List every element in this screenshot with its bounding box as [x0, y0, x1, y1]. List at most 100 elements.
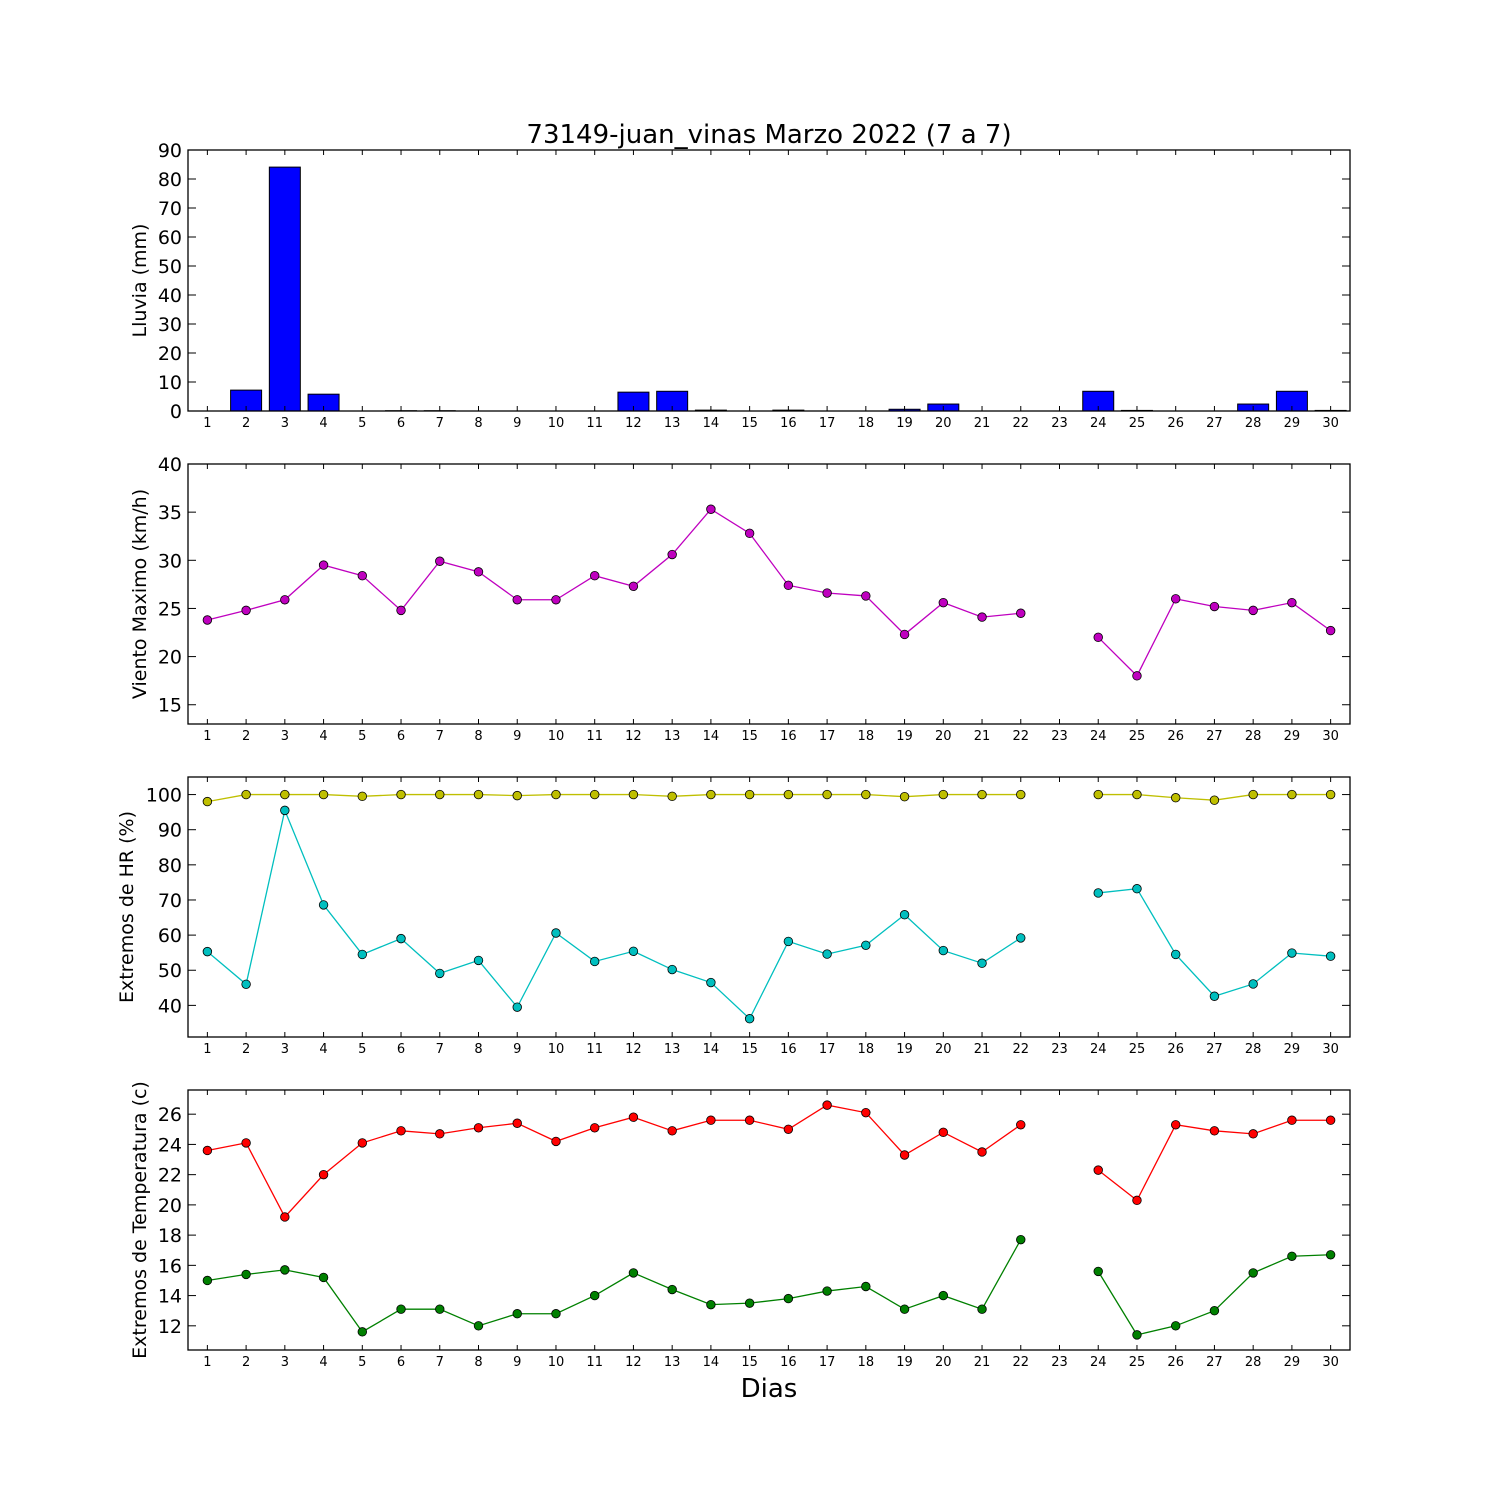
- rain-bar: [268, 166, 301, 412]
- series-2-line: [207, 1239, 1331, 1336]
- x-tick-label: 25: [1129, 1042, 1146, 1057]
- panel-1: Lluvia (mm)1 2 3 4 5 6 7 8 9 10 11 12 13 14 15 16 17 18 19…: [129, 140, 1351, 431]
- series-1-point: [590, 1123, 600, 1133]
- series-2-point: [1132, 884, 1142, 894]
- x-tick-label: 21: [974, 729, 991, 744]
- y-tick-label: 35: [158, 502, 182, 524]
- x-tick-label: 22: [1012, 416, 1029, 431]
- x-tick-label: 19: [896, 416, 913, 431]
- series-2-point: [706, 977, 716, 988]
- x-tick-label: 1: [203, 416, 211, 431]
- x-tick-label: 27: [1206, 1042, 1223, 1057]
- x-tick-label: 7: [436, 1355, 444, 1370]
- x-tick-label: 23: [1051, 1042, 1068, 1057]
- x-tick-label: 11: [586, 729, 603, 744]
- y-tick-label: 10: [158, 372, 182, 394]
- x-tick-label: 6: [397, 1355, 405, 1370]
- y-tick-label: 90: [158, 140, 182, 162]
- x-tick-label: 20: [935, 416, 952, 431]
- x-tick-label: 10: [548, 1042, 565, 1057]
- series-2-point: [822, 949, 832, 959]
- x-tick-label: 29: [1284, 1355, 1301, 1370]
- x-tick-label: 23: [1051, 1355, 1068, 1370]
- y-tick-label: 40: [158, 454, 182, 476]
- series-1-point: [202, 796, 213, 807]
- series-1-point: [1170, 1120, 1181, 1130]
- series-1-point: [938, 789, 949, 800]
- series-1-point: [435, 1129, 445, 1139]
- y-tick-label: 12: [158, 1316, 182, 1338]
- y-tick-label: 16: [158, 1255, 182, 1277]
- x-tick-label: 24: [1090, 1042, 1107, 1057]
- series-1-point: [899, 1150, 910, 1160]
- series-1-point: [977, 1147, 987, 1157]
- x-tick-label: 2: [242, 416, 250, 431]
- series-1-point: [706, 1115, 716, 1125]
- series-1-point: [1287, 1115, 1297, 1125]
- y-tick-label: 50: [158, 256, 182, 278]
- x-tick-label: 27: [1206, 416, 1223, 431]
- x-tick-label: 3: [281, 416, 289, 431]
- y-tick-label: 50: [158, 960, 182, 982]
- series-1-line: [207, 1104, 1331, 1219]
- x-tick-label: 7: [436, 729, 444, 744]
- series-2-point: [396, 933, 406, 944]
- series-1-point: [783, 789, 794, 800]
- series-2-point: [861, 1281, 871, 1292]
- series-2-point: [744, 1298, 755, 1308]
- series-2-point: [241, 979, 251, 990]
- x-tick-label: 13: [664, 1042, 681, 1057]
- x-tick-label: 9: [513, 416, 521, 431]
- series-1-point: [1132, 789, 1142, 800]
- series-1-point: [357, 791, 368, 802]
- series-2-point: [1170, 1321, 1181, 1331]
- series-1-point: [1170, 594, 1181, 604]
- x-tick-label: 16: [780, 729, 797, 744]
- series-2-point: [473, 955, 484, 966]
- series-1-point: [667, 791, 677, 802]
- x-tick-label: 5: [358, 1355, 366, 1370]
- x-tick-label: 14: [703, 1355, 720, 1370]
- x-tick-label: 17: [819, 416, 836, 431]
- x-tick-label: 3: [281, 1042, 289, 1057]
- x-tick-label: 5: [358, 416, 366, 431]
- series-2-point: [1248, 1268, 1258, 1278]
- series-1-point: [706, 789, 716, 800]
- series-1-point: [280, 1212, 290, 1222]
- series-2-point: [318, 900, 329, 910]
- series-1-point: [318, 789, 329, 800]
- y-tick-label: 40: [158, 285, 182, 307]
- series-2-point: [783, 1293, 794, 1304]
- x-tick-label: 6: [397, 729, 405, 744]
- series-1-point: [396, 789, 406, 800]
- series-2-point: [1093, 888, 1103, 898]
- series-2-point: [318, 1272, 329, 1283]
- chart-title: 73149-juan_vinas Marzo 2022 (7 a 7): [526, 120, 1011, 150]
- x-tick-label: 30: [1322, 1355, 1339, 1370]
- series-1-point: [241, 789, 251, 800]
- series-2-point: [396, 1304, 406, 1314]
- x-tick-label: 17: [819, 729, 836, 744]
- x-tick-label: 16: [780, 1355, 797, 1370]
- series-2-point: [202, 1275, 213, 1286]
- series-1-point: [783, 580, 794, 591]
- x-tick-label: 27: [1206, 729, 1223, 744]
- x-tick-label: 26: [1167, 729, 1184, 744]
- x-tick-label: 29: [1284, 729, 1301, 744]
- panel-4: Extremos de Temperatura (c)1 2 3 4 5 6 7 8 9 10 11…: [129, 1081, 1351, 1370]
- x-tick-label: 22: [1012, 1042, 1029, 1057]
- series-1-point: [318, 1169, 329, 1180]
- x-tick-label: 24: [1090, 416, 1107, 431]
- x-tick-label: 28: [1245, 416, 1262, 431]
- series-2-point: [1325, 951, 1336, 961]
- series-2-point: [783, 936, 794, 947]
- series-1-point: [280, 595, 290, 605]
- x-tick-label: 16: [780, 416, 797, 431]
- x-tick-label: 17: [819, 1355, 836, 1370]
- series-1-point: [1287, 597, 1297, 608]
- x-tick-label: 17: [819, 1042, 836, 1057]
- x-tick-label: 10: [548, 416, 565, 431]
- x-tick-label: 25: [1129, 1355, 1146, 1370]
- x-tick-label: 26: [1167, 1355, 1184, 1370]
